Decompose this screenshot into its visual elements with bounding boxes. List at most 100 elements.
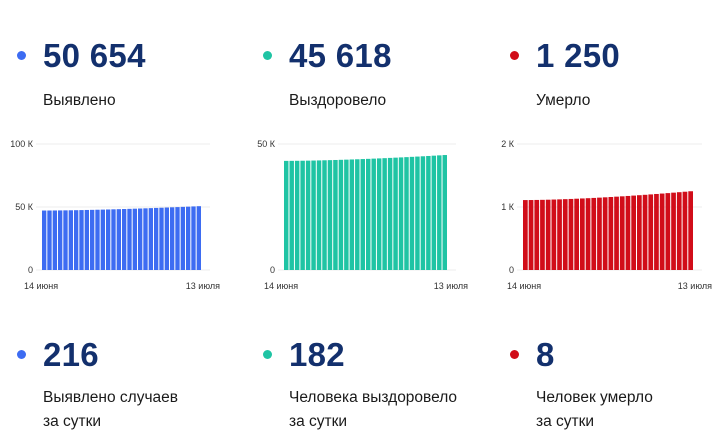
daily-died-label-line1: Человек умерло [536,389,653,406]
bar [42,210,47,270]
bar [688,191,693,270]
died-dot-icon [510,51,519,60]
bar [648,194,654,270]
bar [540,199,545,270]
bar [116,209,121,270]
bar [523,200,528,270]
bar [619,196,625,270]
daily-detected-label-line2: за сутки [43,413,102,430]
bar [284,160,289,270]
bar [534,199,540,270]
y-tick-label: 0 [270,265,275,275]
recovered-label: Выздоровело [289,92,387,109]
bar [111,209,116,270]
bar [95,209,100,270]
daily-recovered-dot-icon [263,350,272,359]
bar [659,193,665,270]
bar [437,155,442,270]
bar [175,207,180,270]
y-tick-label: 0 [28,265,33,275]
bar [127,208,132,270]
x-tick-label-start: 14 июня [264,281,298,291]
bar [398,157,404,270]
bar [322,160,327,270]
bar [191,206,196,270]
bar [148,208,153,270]
bar [528,200,534,270]
bar [84,209,89,270]
bar [138,208,143,270]
bar [376,158,382,270]
bar [170,207,175,270]
bar [415,156,420,270]
bar [420,156,426,270]
bar [393,157,398,270]
bar [289,160,294,270]
bar [574,198,579,270]
died-total: 1 250 [536,37,621,74]
bar [682,191,688,270]
daily-detected-dot-icon [17,350,26,359]
bar [597,197,602,270]
daily-recovered-value: 182 [289,336,345,373]
bar [316,160,322,270]
x-tick-label-end: 13 июля [186,281,220,291]
bar [154,207,159,270]
bar [371,158,376,270]
bar [196,206,201,270]
bar [122,209,127,270]
x-tick-label-start: 14 июня [507,281,541,291]
bar [568,198,574,270]
bar [654,193,659,270]
bar [608,197,614,270]
bar [551,199,557,270]
bar [625,195,631,270]
bar [355,159,360,270]
bar [47,210,52,270]
detected-dot-icon [17,51,26,60]
bar [79,210,84,270]
died-bar-chart: 2 К 1 К 0 14 июня 13 июля [501,139,712,291]
y-tick-label: 1 К [501,202,515,212]
bar [294,160,300,270]
bar [409,156,415,270]
bar [671,192,676,270]
bar [90,209,95,270]
bar [349,159,355,270]
bar [591,197,597,270]
y-tick-label: 2 К [501,139,515,149]
bar [159,207,164,270]
died-label: Умерло [536,92,591,109]
recovered-bar-chart: 50 К 0 14 июня 13 июля [257,139,468,291]
daily-detected-value: 216 [43,336,99,373]
detected-bar-chart: 100 К 50 К 0 14 июня 13 июля [10,139,220,291]
bar [132,208,137,270]
bar [562,199,568,270]
y-tick-label: 100 К [10,139,34,149]
daily-died-value: 8 [536,336,555,373]
bar [327,160,333,270]
bar [585,198,591,270]
bar [404,157,409,270]
bar [74,210,79,270]
bar [442,155,447,270]
daily-detected-label-line1: Выявлено случаев [43,389,178,406]
bar [545,199,551,270]
bar [344,159,349,270]
bar [180,206,185,270]
y-tick-label: 50 К [257,139,276,149]
bar [164,207,169,270]
bar [637,195,642,270]
bar [311,160,316,270]
bar [68,210,73,270]
daily-recovered-label-line2: за сутки [289,413,348,430]
bar [360,159,365,270]
bar [614,196,619,270]
detected-total: 50 654 [43,37,146,74]
bar [602,197,608,270]
bar [642,194,648,270]
x-tick-label-start: 14 июня [24,281,58,291]
bar [387,157,393,270]
bar [631,195,636,270]
daily-died-label-line2: за сутки [536,413,595,430]
